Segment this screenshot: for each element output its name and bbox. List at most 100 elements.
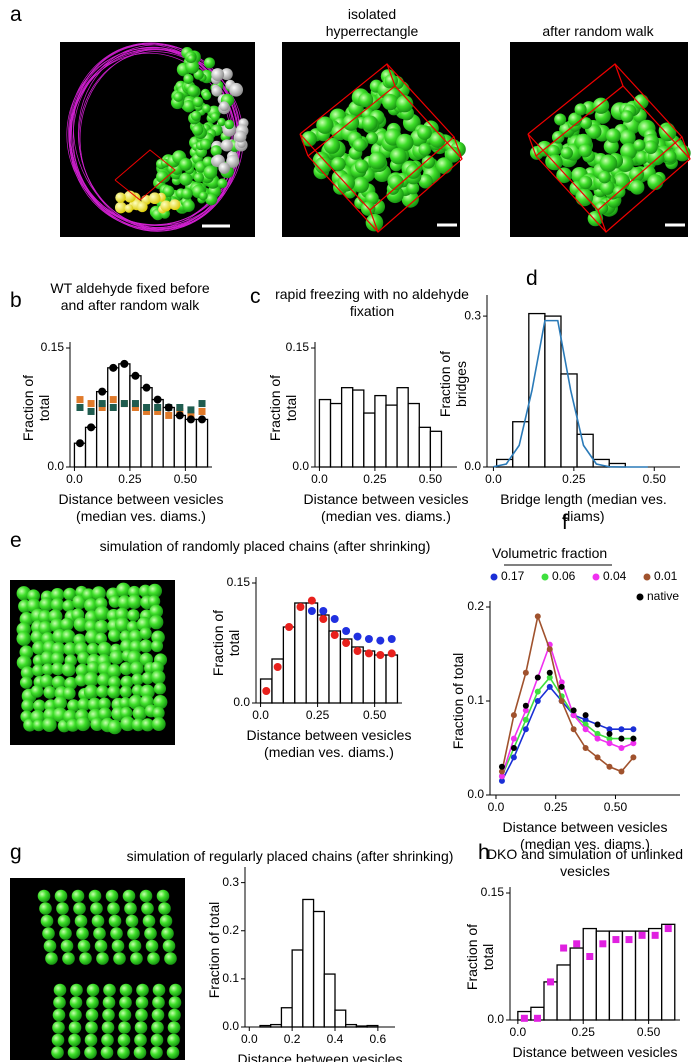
- point: [612, 936, 620, 944]
- point: [143, 404, 151, 411]
- point: [582, 721, 589, 728]
- panel-label: c: [250, 285, 261, 308]
- point: [534, 613, 541, 620]
- vesicle: [128, 939, 142, 953]
- bar: [129, 375, 142, 468]
- point: [546, 674, 553, 681]
- vesicle: [141, 718, 155, 732]
- vesicle: [182, 199, 195, 212]
- point: [307, 607, 316, 615]
- hyperrectangle-edge: [597, 209, 607, 233]
- point: [273, 663, 282, 671]
- vesicle: [51, 1033, 65, 1047]
- x-tick-label: 0.0: [252, 708, 269, 722]
- point: [198, 400, 206, 408]
- y-axis-label: Fraction of total: [210, 609, 242, 677]
- vesicle: [429, 131, 446, 148]
- point: [76, 396, 84, 404]
- legend-marker: [490, 573, 498, 581]
- vesicle: [389, 147, 407, 165]
- point: [594, 730, 601, 737]
- x-tick-label: 0.50: [643, 472, 667, 486]
- point: [558, 679, 565, 686]
- vesicle: [86, 996, 99, 1009]
- vesicle: [568, 112, 582, 127]
- bar: [140, 387, 153, 468]
- bar: [396, 387, 409, 468]
- bar: [173, 414, 187, 468]
- point: [570, 726, 577, 733]
- vesicle: [90, 717, 104, 732]
- hyperrectangle-edge: [453, 136, 463, 160]
- vesicle: [39, 902, 52, 915]
- y-tick-label: 0.0: [233, 695, 250, 709]
- x-tick-label: 0.25: [363, 472, 387, 486]
- bar: [647, 927, 663, 1021]
- vesicle: [168, 1008, 181, 1022]
- vesicle: [182, 100, 195, 113]
- vesicle: [131, 718, 145, 732]
- vesicle: [644, 140, 658, 154]
- vesicle: [97, 641, 113, 657]
- series-line: [493, 319, 648, 468]
- vesicle: [179, 158, 193, 171]
- vesicle: [53, 983, 67, 997]
- vesicle: [73, 617, 88, 632]
- vesicle: [70, 983, 83, 997]
- vesicle: [62, 952, 75, 965]
- x-tick-label: 0.50: [604, 800, 628, 814]
- point: [582, 745, 589, 751]
- y-tick-label: 0.15: [227, 575, 251, 589]
- point: [558, 683, 565, 690]
- vesicle: [96, 685, 109, 698]
- point: [319, 607, 328, 615]
- y-tick-label: 0.0: [222, 1019, 239, 1033]
- point: [510, 754, 517, 761]
- vesicle: [53, 696, 67, 710]
- vesicle: [149, 615, 164, 630]
- point: [560, 944, 568, 952]
- bar: [385, 654, 399, 704]
- point: [546, 683, 553, 690]
- bar: [107, 367, 120, 468]
- vesicle: [148, 192, 161, 205]
- bar: [334, 1009, 347, 1028]
- vesicle: [193, 172, 205, 183]
- vesicle: [158, 902, 171, 915]
- vesicle: [160, 200, 172, 212]
- series-line: [501, 613, 635, 773]
- bar: [556, 964, 571, 1021]
- vesicle: [113, 952, 126, 965]
- bar: [270, 1023, 283, 1028]
- bar: [184, 418, 198, 468]
- vesicle: [107, 664, 122, 679]
- vesicle: [136, 201, 148, 213]
- bar: [329, 402, 343, 468]
- y-axis-label: Fraction of total: [450, 652, 466, 750]
- point: [131, 371, 140, 380]
- bar: [385, 404, 398, 468]
- vesicle: [156, 889, 170, 903]
- point: [594, 721, 601, 728]
- vesicle: [54, 889, 68, 903]
- point: [98, 387, 107, 396]
- vesicle: [187, 54, 196, 63]
- chart-title: WT aldehyde fixed before and after rando…: [50, 280, 210, 313]
- vesicle: [199, 191, 208, 201]
- vesicle: [40, 650, 55, 666]
- point: [75, 439, 84, 448]
- point: [76, 404, 84, 411]
- vesicle: [50, 598, 65, 612]
- vesicle: [224, 119, 235, 130]
- vesicle: [118, 1021, 131, 1034]
- y-tick-label: 0.3: [222, 875, 239, 889]
- image-caption: after random walk: [542, 23, 654, 39]
- vesicle: [19, 676, 33, 689]
- point: [573, 940, 581, 948]
- vesicle: [421, 155, 436, 169]
- vesicle: [84, 1046, 97, 1059]
- point: [109, 404, 117, 411]
- point: [109, 396, 117, 404]
- vesicle: [417, 125, 432, 140]
- vesicle: [181, 187, 193, 200]
